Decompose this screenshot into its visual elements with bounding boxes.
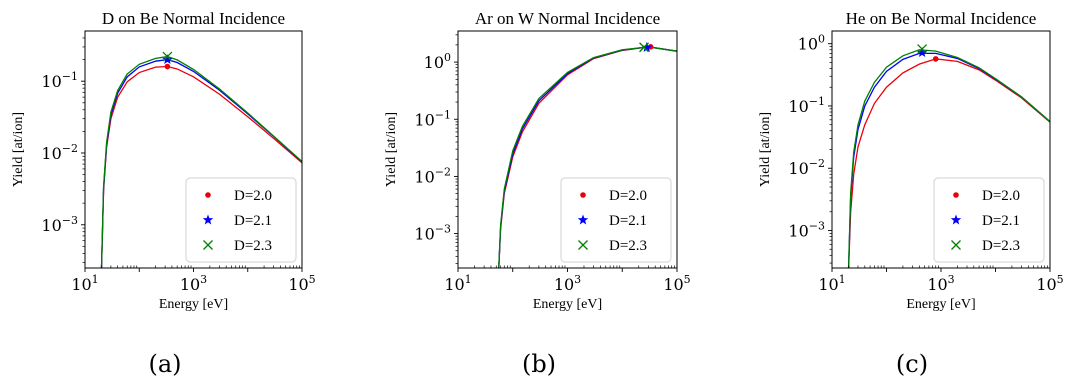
x-tick-label: 105 — [663, 273, 690, 294]
legend-entry: D=2.1 — [234, 213, 272, 229]
peak-marker-D=2.3 — [917, 44, 928, 55]
y-tick-label: 10−2 — [788, 157, 825, 178]
legend-entry: D=2.0 — [609, 188, 647, 204]
legend: D=2.0 D=2.1 D=2.3 — [933, 177, 1045, 263]
x-tick-label: 105 — [1036, 273, 1063, 294]
x-tick-label: 101 — [444, 273, 471, 294]
chart-panel-2: 101 103 105 10−3 10−2 10−1 100 Ar on W Normal I… — [384, 9, 691, 378]
x-tick-label: 103 — [554, 273, 581, 294]
legend-marker-D=2.0 — [580, 192, 586, 198]
x-axis-label: Energy [eV] — [906, 297, 975, 312]
chart-panel-3: 101 103 105 10−3 10−2 10−1 100 He on Be Normal … — [758, 9, 1064, 378]
y-tick-label: 10−1 — [414, 108, 451, 129]
panel-label: (b) — [522, 350, 556, 378]
legend-entry: D=2.0 — [234, 188, 272, 204]
legend-entry: D=2.1 — [982, 213, 1020, 229]
legend-entry: D=2.3 — [234, 238, 272, 254]
y-tick-label: 10−1 — [788, 95, 825, 116]
legend: D=2.0 D=2.1 D=2.3 — [185, 177, 297, 263]
panel-label: (a) — [148, 350, 181, 378]
y-axis-label: Yield [at/ion] — [384, 112, 399, 187]
y-axis-label: Yield [at/ion] — [11, 112, 26, 187]
chart-title: D on Be Normal Incidence — [102, 9, 285, 28]
legend-marker-D=2.3 — [578, 240, 588, 250]
chart-panel-1: 101 103 105 10−3 10−2 10−1 D on Be Normal Inci… — [11, 9, 316, 378]
peak-marker-D=2.1 — [641, 42, 652, 52]
x-tick-label: 101 — [71, 273, 98, 294]
peak-marker-D=2.0 — [164, 63, 171, 70]
legend-entry: D=2.1 — [609, 213, 647, 229]
y-tick-label: 100 — [424, 51, 451, 72]
series-line-D=2.3 — [100, 55, 302, 268]
y-tick-label: 10−2 — [41, 142, 78, 163]
chart-title: He on Be Normal Incidence — [846, 9, 1037, 28]
legend-marker-D=2.1 — [202, 214, 214, 225]
y-tick-label: 10−2 — [414, 165, 451, 186]
legend-entry: D=2.3 — [982, 238, 1020, 254]
y-tick-label: 10−3 — [788, 220, 825, 241]
x-tick-label: 103 — [927, 273, 954, 294]
x-axis-label: Energy [eV] — [533, 297, 602, 312]
legend-marker-D=2.1 — [950, 214, 962, 225]
x-tick-label: 101 — [818, 273, 845, 294]
y-tick-label: 10−3 — [414, 223, 451, 244]
peak-marker-D=2.1 — [162, 54, 173, 65]
x-axis-label: Energy [eV] — [159, 297, 228, 312]
series-line-D=2.3 — [847, 49, 1050, 268]
panel-label: (c) — [896, 350, 928, 378]
legend-entry: D=2.3 — [609, 238, 647, 254]
series-line-D=2.3 — [498, 46, 677, 268]
y-tick-label: 100 — [798, 33, 825, 54]
peak-marker-D=2.3 — [639, 42, 649, 53]
legend-marker-D=2.1 — [577, 214, 589, 225]
legend-entry: D=2.0 — [982, 188, 1020, 204]
chart-title: Ar on W Normal Incidence — [475, 9, 660, 28]
legend-marker-D=2.0 — [205, 192, 211, 198]
x-tick-label: 103 — [180, 273, 207, 294]
series-line-D=2.0 — [847, 58, 1050, 268]
legend-marker-D=2.3 — [951, 240, 961, 250]
legend-marker-D=2.3 — [203, 240, 213, 250]
peak-marker-D=2.1 — [916, 47, 928, 58]
x-tick-label: 105 — [288, 273, 315, 294]
legend: D=2.0 D=2.1 D=2.3 — [560, 177, 672, 263]
peak-marker-D=2.3 — [162, 51, 173, 62]
y-tick-label: 10−1 — [41, 70, 78, 91]
y-tick-label: 10−3 — [41, 214, 78, 235]
legend-marker-D=2.0 — [953, 192, 959, 198]
y-axis-label: Yield [at/ion] — [758, 112, 773, 187]
peak-marker-D=2.0 — [932, 56, 939, 62]
